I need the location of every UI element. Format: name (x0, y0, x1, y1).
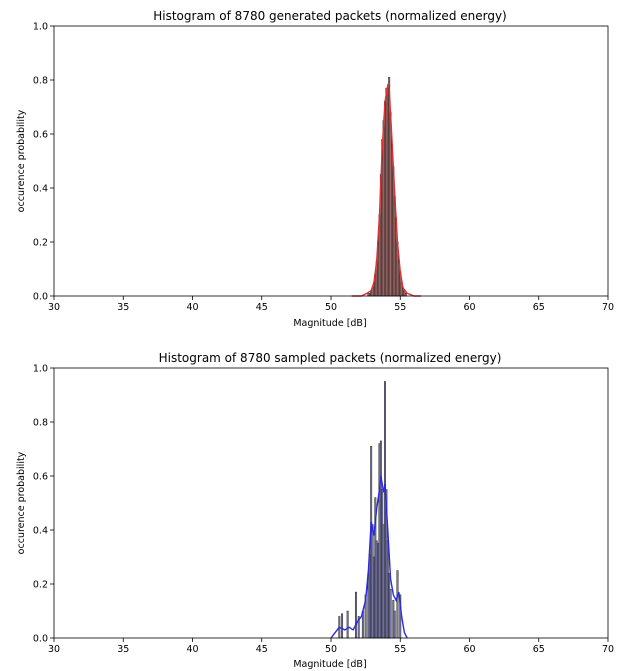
x-tick-label: 70 (602, 644, 614, 655)
density-curve (330, 475, 408, 639)
y-tick-label: 0.0 (33, 292, 48, 303)
y-tick-label: 0.2 (33, 580, 48, 591)
y-tick-label: 0.8 (33, 76, 48, 87)
y-tick-label: 0.8 (33, 418, 48, 429)
x-tick-label: 45 (256, 302, 268, 313)
chart-title: Histogram of 8780 generated packets (nor… (153, 9, 507, 23)
x-tick-label: 35 (117, 302, 129, 313)
x-tick-label: 45 (256, 644, 268, 655)
plot-frame (53, 25, 609, 297)
x-tick-label: 55 (394, 644, 406, 655)
bars-group (367, 77, 407, 297)
y-axis-label: occurence probability (16, 451, 27, 554)
x-tick-label: 60 (463, 302, 475, 313)
x-tick-label: 30 (48, 302, 60, 313)
density-curve (351, 83, 422, 297)
bars-group (338, 381, 402, 639)
histogram-bar (396, 570, 399, 639)
ticks-group: 30 35 40 45 50 55 60 65 70 0.0 0.2 0.4 0.6 0.8 1.0 (33, 364, 614, 656)
x-axis-label: Magnitude [dB] (293, 659, 366, 670)
density-curve-group (330, 475, 408, 639)
x-tick-label: 40 (186, 302, 198, 313)
histogram-bar (393, 610, 396, 639)
x-axis-label: Magnitude [dB] (293, 318, 366, 329)
x-tick-label: 30 (48, 644, 60, 655)
y-tick-label: 1.0 (33, 22, 48, 33)
histogram-bar (341, 613, 344, 639)
histogram-bar (354, 591, 357, 639)
x-tick-label: 65 (533, 644, 545, 655)
x-tick-label: 70 (602, 302, 614, 313)
x-tick-label: 65 (533, 302, 545, 313)
x-tick-label: 50 (325, 302, 337, 313)
histogram-bar (404, 293, 407, 297)
y-tick-label: 0.2 (33, 238, 48, 249)
y-tick-label: 0.6 (33, 472, 48, 483)
x-tick-label: 40 (186, 644, 198, 655)
histogram-bar (346, 610, 349, 639)
y-tick-label: 0.6 (33, 130, 48, 141)
chart-title: Histogram of 8780 sampled packets (norma… (159, 351, 502, 365)
y-tick-label: 0.4 (33, 526, 48, 537)
chart-generated-packets: Histogram of 8780 generated packets (nor… (16, 9, 614, 329)
chart-sampled-packets: Histogram of 8780 sampled packets (norma… (16, 351, 614, 670)
y-tick-label: 0.4 (33, 184, 48, 195)
x-tick-label: 55 (394, 302, 406, 313)
x-tick-label: 60 (463, 644, 475, 655)
plot-frame (53, 367, 609, 639)
density-curve-group (351, 83, 422, 297)
y-axis-label: occurence probability (16, 109, 27, 212)
x-tick-label: 50 (325, 644, 337, 655)
histogram-bar (389, 589, 392, 639)
y-tick-label: 1.0 (33, 364, 48, 375)
y-tick-label: 0.0 (33, 634, 48, 645)
x-tick-label: 35 (117, 644, 129, 655)
ticks-group: 30 35 40 45 50 55 60 65 70 0.0 0.2 0.4 0.6 0.8 1.0 (33, 22, 614, 314)
